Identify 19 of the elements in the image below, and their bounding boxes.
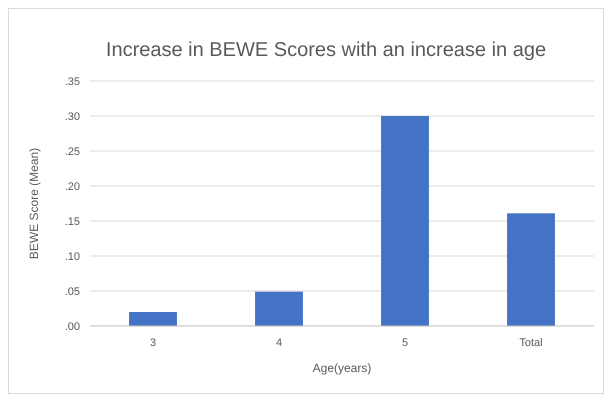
x-tick-label: Total (519, 337, 543, 349)
y-tick-label: .30 (64, 110, 80, 123)
x-axis-title: Age(years) (312, 361, 372, 375)
y-tick-label: .15 (64, 216, 80, 228)
bar (255, 292, 303, 326)
y-tick-label: .05 (64, 286, 80, 298)
y-tick-label: .25 (64, 146, 80, 158)
x-tick-label: 4 (276, 337, 282, 349)
x-tick-label: 5 (402, 337, 408, 349)
bar (129, 312, 177, 326)
y-tick-label: .20 (64, 180, 80, 193)
x-tick-label: 3 (150, 337, 156, 349)
chart-title: Increase in BEWE Scores with an increase in age (106, 39, 546, 61)
bar (507, 213, 555, 326)
bar (381, 116, 429, 326)
y-axis-title: BEWE Score (Mean) (27, 148, 41, 260)
y-tick-label: .00 (64, 320, 80, 333)
y-tick-label: .10 (64, 250, 80, 263)
y-tick-label: .35 (64, 76, 80, 88)
